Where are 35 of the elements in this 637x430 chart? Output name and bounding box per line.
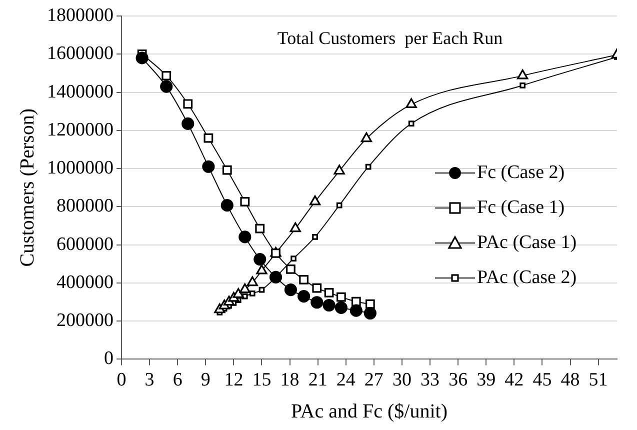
legend-label: Fc (Case 2) (477, 162, 565, 184)
x-tick-label: 33 (420, 370, 440, 391)
text: Total Customers per Each Run (276, 28, 504, 49)
x-tick-label: 3 (144, 370, 154, 391)
x-tick-label: 18 (280, 370, 300, 391)
y-axis-title: Customers (Person) (16, 108, 38, 267)
x-tick-label: 42 (504, 370, 524, 391)
x-tick-label: 48 (560, 370, 580, 391)
y-tick-label: 1800000 (47, 4, 114, 26)
y-tick-label: 200000 (56, 310, 114, 332)
y-tick-label: 1000000 (47, 158, 114, 179)
y-tick-label: 800000 (56, 196, 114, 217)
x-tick-label: 24 (336, 370, 356, 391)
y-tick-label: 0 (104, 348, 114, 370)
y-tick-label: 1600000 (47, 43, 114, 64)
x-axis-title: PAc and Fc ($/unit) (291, 400, 448, 422)
y-tick-label: 400000 (56, 272, 114, 293)
x-tick-label: 6 (172, 370, 182, 391)
legend-label: Fc (Case 1) (477, 196, 565, 218)
x-tick-label: 45 (532, 370, 552, 391)
y-tick-label: 1200000 (47, 119, 114, 140)
x-tick-label: 27 (364, 370, 384, 391)
x-tick-label: 39 (476, 370, 496, 391)
x-tick-label: 15 (252, 370, 272, 391)
legend-label: PAc (Case 2) (477, 266, 577, 288)
x-tick-label: 21 (308, 370, 328, 391)
x-tick-label: 12 (224, 370, 244, 391)
y-tick-label: 600000 (56, 234, 114, 255)
x-tick-label: 51 (588, 370, 608, 391)
x-tick-label: 0 (116, 370, 126, 391)
x-tick-label: 9 (200, 370, 210, 391)
x-tick-label: 30 (392, 370, 412, 391)
legend-label: PAc (Case 1) (477, 232, 577, 254)
y-tick-label: 1400000 (47, 81, 114, 102)
x-tick-label: 36 (448, 370, 468, 391)
